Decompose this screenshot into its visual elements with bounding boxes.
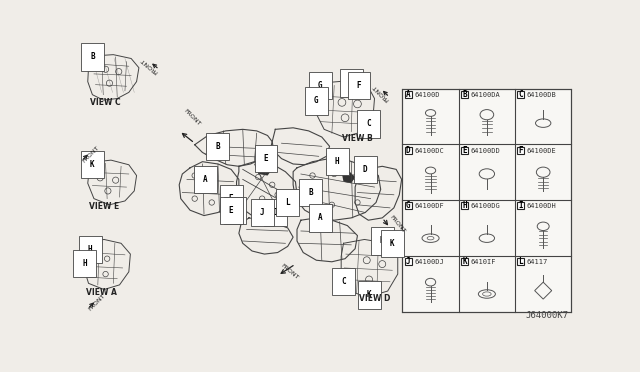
Text: E: E bbox=[264, 154, 268, 163]
Text: D: D bbox=[406, 145, 410, 155]
Text: G: G bbox=[406, 202, 410, 211]
Text: J64000K7: J64000K7 bbox=[525, 311, 568, 320]
Text: 64117: 64117 bbox=[527, 259, 548, 265]
Polygon shape bbox=[257, 164, 272, 176]
Text: 64100DA: 64100DA bbox=[470, 92, 500, 98]
Text: K: K bbox=[367, 291, 371, 299]
FancyBboxPatch shape bbox=[404, 258, 412, 265]
Text: E: E bbox=[229, 206, 234, 215]
Text: 64100DD: 64100DD bbox=[470, 148, 500, 154]
Text: 64100DE: 64100DE bbox=[527, 148, 556, 154]
Text: G: G bbox=[318, 81, 323, 90]
Text: F: F bbox=[356, 81, 362, 90]
FancyBboxPatch shape bbox=[517, 202, 524, 209]
Text: K: K bbox=[390, 239, 395, 248]
Text: H: H bbox=[83, 259, 87, 268]
Text: B: B bbox=[90, 52, 95, 61]
FancyBboxPatch shape bbox=[517, 91, 524, 98]
Text: J: J bbox=[406, 257, 410, 266]
Text: FRONT: FRONT bbox=[81, 145, 100, 164]
Text: H: H bbox=[380, 237, 385, 246]
Text: VIEW A: VIEW A bbox=[86, 288, 117, 297]
Text: J: J bbox=[260, 208, 264, 217]
Text: I: I bbox=[518, 202, 523, 211]
Text: C: C bbox=[233, 206, 237, 215]
Text: A: A bbox=[318, 214, 323, 222]
Text: L: L bbox=[285, 198, 290, 207]
Text: 64100DF: 64100DF bbox=[414, 203, 444, 209]
Text: FRONT: FRONT bbox=[280, 263, 300, 280]
Text: D: D bbox=[363, 165, 367, 174]
Text: VIEW C: VIEW C bbox=[90, 98, 121, 107]
FancyBboxPatch shape bbox=[404, 91, 412, 98]
Text: H: H bbox=[335, 157, 340, 166]
Text: 64100DG: 64100DG bbox=[470, 203, 500, 209]
Text: FRONT: FRONT bbox=[140, 57, 159, 74]
Text: VIEW B: VIEW B bbox=[342, 134, 372, 143]
Text: I: I bbox=[273, 208, 278, 217]
Text: L: L bbox=[518, 257, 523, 266]
Text: B: B bbox=[462, 90, 467, 99]
Text: C: C bbox=[518, 90, 523, 99]
Text: H: H bbox=[462, 202, 467, 211]
FancyBboxPatch shape bbox=[404, 147, 412, 154]
FancyBboxPatch shape bbox=[461, 147, 468, 154]
Text: 64100D: 64100D bbox=[414, 92, 440, 98]
Text: VIEW D: VIEW D bbox=[359, 294, 390, 303]
Text: C: C bbox=[366, 119, 371, 128]
Text: F: F bbox=[518, 145, 523, 155]
Text: E: E bbox=[462, 145, 467, 155]
Text: B: B bbox=[308, 188, 313, 197]
Text: 64100DC: 64100DC bbox=[414, 148, 444, 154]
Bar bbox=[403, 89, 572, 312]
FancyBboxPatch shape bbox=[461, 202, 468, 209]
Text: A: A bbox=[204, 175, 208, 184]
Polygon shape bbox=[303, 192, 316, 205]
Text: 64100DJ: 64100DJ bbox=[414, 259, 444, 265]
FancyBboxPatch shape bbox=[461, 258, 468, 265]
Text: A: A bbox=[406, 90, 410, 99]
Text: FRONT: FRONT bbox=[87, 293, 106, 311]
Polygon shape bbox=[342, 172, 355, 183]
FancyBboxPatch shape bbox=[461, 91, 468, 98]
Text: FRONT: FRONT bbox=[182, 109, 201, 127]
Text: E: E bbox=[349, 78, 353, 88]
Text: B: B bbox=[216, 142, 220, 151]
Text: G: G bbox=[314, 96, 319, 105]
Text: K: K bbox=[90, 160, 95, 169]
Text: H: H bbox=[88, 245, 92, 254]
Text: E: E bbox=[229, 194, 234, 203]
Text: K: K bbox=[462, 257, 467, 266]
Text: C: C bbox=[341, 277, 346, 286]
Text: 64100DH: 64100DH bbox=[527, 203, 556, 209]
FancyBboxPatch shape bbox=[404, 202, 412, 209]
Text: FRONT: FRONT bbox=[388, 215, 406, 234]
Text: FRONT: FRONT bbox=[371, 83, 390, 102]
FancyBboxPatch shape bbox=[517, 147, 524, 154]
FancyBboxPatch shape bbox=[517, 258, 524, 265]
Text: 64100DB: 64100DB bbox=[527, 92, 556, 98]
Text: VIEW E: VIEW E bbox=[88, 202, 119, 211]
Text: 6410IF: 6410IF bbox=[470, 259, 496, 265]
